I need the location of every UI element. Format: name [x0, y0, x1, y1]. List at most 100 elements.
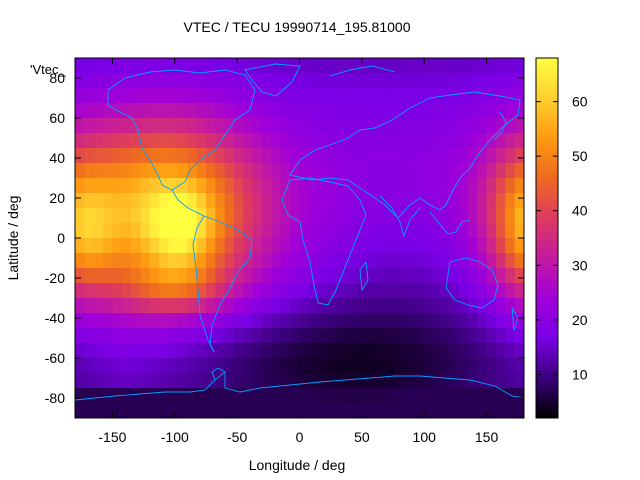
heatmap-cell [383, 148, 394, 164]
heatmap-cell [262, 88, 273, 104]
heatmap-cell [206, 358, 216, 374]
heatmap-cell [177, 193, 188, 209]
heatmap-cell [439, 103, 450, 119]
heatmap-cell [243, 328, 254, 344]
heatmap-cell [411, 343, 422, 359]
heatmap-cell [514, 403, 524, 418]
heatmap-cell [215, 163, 226, 179]
heatmap-cell [318, 358, 329, 374]
heatmap-cell [280, 403, 291, 418]
heatmap-cell [336, 193, 347, 209]
heatmap-cell [243, 253, 254, 269]
heatmap-cell [514, 73, 524, 89]
heatmap-cell [486, 283, 497, 299]
heatmap-cell [467, 73, 478, 89]
heatmap-cell [75, 103, 85, 119]
heatmap-cell [168, 388, 179, 404]
heatmap-cell [477, 298, 488, 314]
heatmap-cell [439, 388, 450, 404]
heatmap-cell [215, 178, 226, 194]
heatmap-cell [131, 133, 142, 149]
heatmap-cell [159, 163, 170, 179]
heatmap-cell [234, 238, 244, 254]
heatmap-cell [346, 58, 357, 74]
heatmap-cell [383, 208, 394, 224]
heatmap-cell [421, 73, 432, 89]
heatmap-cell [477, 133, 488, 149]
heatmap-cell [477, 73, 488, 89]
heatmap-cell [421, 328, 432, 344]
heatmap-cell [383, 253, 394, 269]
heatmap-cell [495, 238, 506, 254]
heatmap-cell [308, 193, 319, 209]
heatmap-cell [177, 178, 188, 194]
heatmap-cell [93, 238, 104, 254]
heatmap-cell [430, 328, 441, 344]
heatmap-cell [215, 268, 226, 284]
heatmap-cell [280, 298, 291, 314]
heatmap-cell [290, 238, 301, 254]
heatmap-cell [346, 298, 357, 314]
heatmap-cell [84, 253, 95, 269]
heatmap-cell [393, 238, 403, 254]
heatmap-cell [430, 193, 441, 209]
heatmap-cell [318, 328, 329, 344]
heatmap-cell [449, 313, 460, 329]
heatmap-cell [505, 133, 516, 149]
heatmap-cell [215, 148, 226, 164]
heatmap-cell [206, 193, 216, 209]
heatmap-cell [290, 313, 301, 329]
heatmap-cell [271, 268, 282, 284]
heatmap-cell [149, 178, 160, 194]
heatmap-cell [262, 208, 273, 224]
heatmap-cell [103, 328, 114, 344]
heatmap-cell [243, 208, 254, 224]
heatmap-cell [196, 343, 207, 359]
heatmap-cell [93, 343, 104, 359]
heatmap-cell [234, 403, 244, 418]
heatmap-cell [149, 388, 160, 404]
x-tick-label: -50 [227, 429, 247, 445]
heatmap-cell [93, 58, 104, 74]
heatmap-cell [486, 268, 497, 284]
heatmap-cell [168, 298, 179, 314]
heatmap-cell [393, 163, 403, 179]
heatmap-cell [187, 298, 198, 314]
heatmap-cell [477, 373, 488, 389]
heatmap-cell [84, 178, 95, 194]
heatmap-cell [449, 298, 460, 314]
heatmap-cell [383, 58, 394, 74]
heatmap-cell [168, 403, 179, 418]
heatmap-cell [196, 373, 207, 389]
heatmap-cell [168, 163, 179, 179]
heatmap-cell [215, 118, 226, 134]
heatmap-cell [140, 163, 151, 179]
heatmap-cell [140, 388, 151, 404]
x-tick-label: 0 [296, 429, 304, 445]
heatmap-cell [495, 343, 506, 359]
heatmap-cell [365, 73, 375, 89]
heatmap-cell [383, 133, 394, 149]
heatmap-cell [187, 208, 198, 224]
heatmap-cell [252, 73, 263, 89]
heatmap-cell [374, 73, 385, 89]
heatmap-cell [168, 103, 179, 119]
heatmap-cell [449, 133, 460, 149]
heatmap-cell [402, 208, 413, 224]
heatmap-cell [421, 148, 432, 164]
heatmap-cell [477, 223, 488, 239]
heatmap-cell [327, 328, 338, 344]
heatmap-cell [336, 358, 347, 374]
heatmap-cell [393, 403, 403, 418]
heatmap-cell [93, 163, 104, 179]
heatmap-cell [327, 58, 338, 74]
heatmap-cell [458, 283, 469, 299]
heatmap-cell [280, 178, 291, 194]
heatmap-cell [159, 358, 170, 374]
heatmap-cell [252, 103, 263, 119]
heatmap-cell [290, 208, 301, 224]
heatmap-cell [449, 268, 460, 284]
heatmap-cell [318, 283, 329, 299]
heatmap-cell [383, 388, 394, 404]
heatmap-cell [103, 223, 114, 239]
